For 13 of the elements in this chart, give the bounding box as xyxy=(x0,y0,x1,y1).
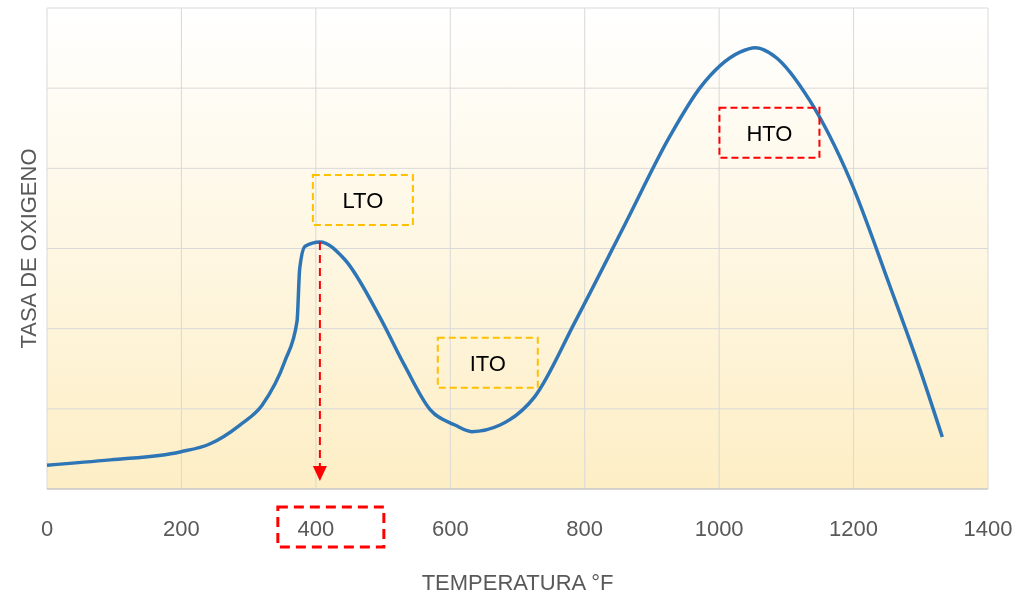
x-tick-label: 0 xyxy=(40,516,54,541)
x-tick-label: 1200 xyxy=(829,516,879,541)
annotation: ITO xyxy=(469,350,506,376)
x-tick-label: 200 xyxy=(163,516,200,541)
x-tick-label: 1400 xyxy=(963,516,1013,541)
annotation: HTO xyxy=(746,120,793,146)
x-tick-label: 600 xyxy=(431,516,469,541)
x-axis-title: TEMPERATURA °F xyxy=(421,570,614,594)
y-axis-title: TASA DE OXIGENO xyxy=(16,148,41,349)
x-tick-label: 400 xyxy=(297,516,335,541)
x-tick-label: 800 xyxy=(566,516,604,541)
x-tick-label: 1000 xyxy=(694,516,744,541)
annotation: LTO xyxy=(342,187,384,213)
